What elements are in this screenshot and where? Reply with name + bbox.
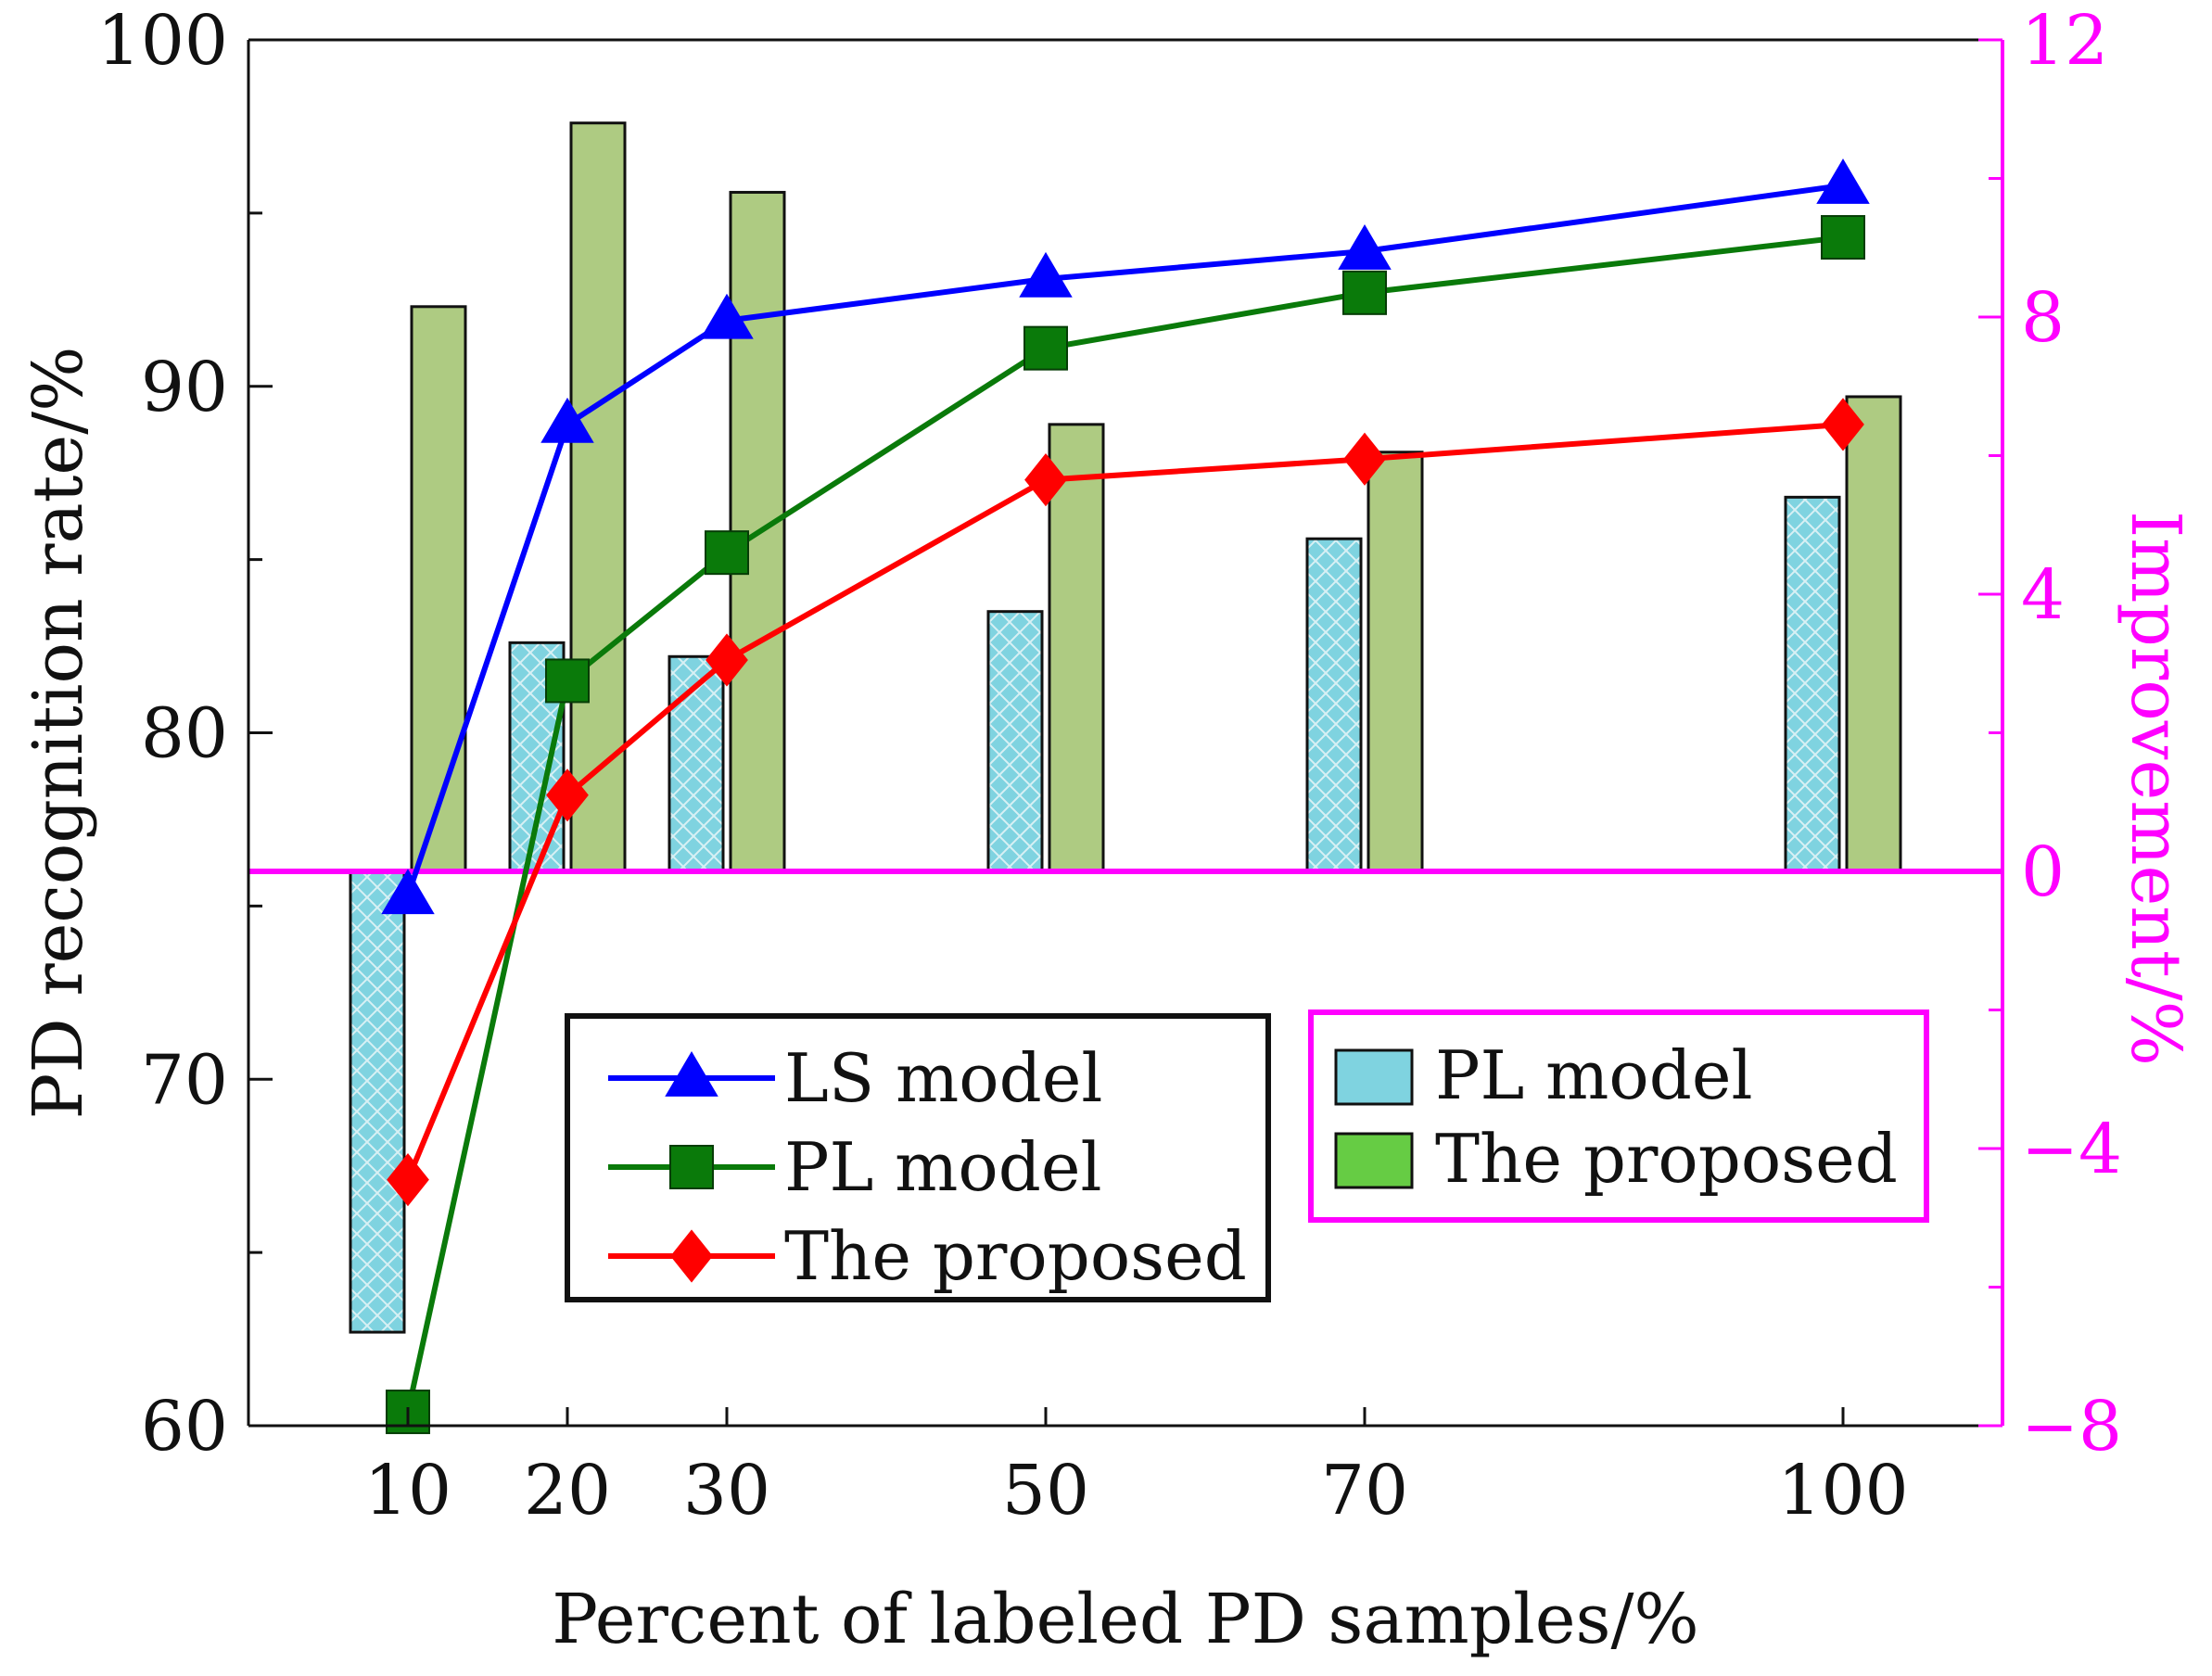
line-group — [381, 159, 1870, 1435]
point-ls-model-x50 — [1019, 251, 1073, 298]
y-axis-left-title: PD recognition rate/% — [19, 347, 98, 1120]
legend-marker-the-proposed — [670, 1229, 713, 1283]
legend-label-ls-model: LS model — [784, 1039, 1102, 1117]
series-line-ls-model — [405, 183, 1844, 897]
x-tick-label: 30 — [683, 1451, 770, 1530]
right-tick-label: −8 — [2021, 1387, 2122, 1466]
bar-pl-model-x10 — [349, 870, 406, 1334]
x-tick-label: 100 — [1777, 1451, 1908, 1530]
legend-bar-label-pl-model: PL model — [1435, 1036, 1753, 1114]
point-the-proposed-x100 — [1822, 398, 1864, 451]
point-pl-model-x20 — [545, 658, 590, 704]
point-pl-model-x100 — [1821, 215, 1865, 260]
series-line-pl-model — [405, 235, 1844, 1413]
left-tick-label: 100 — [97, 1, 228, 81]
bar-the-proposed-x20 — [569, 121, 627, 873]
bar-the-proposed-x50 — [1048, 423, 1105, 873]
right-tick-label: 4 — [2021, 555, 2065, 635]
x-axis-title: Percent of labeled PD samples/% — [552, 1580, 1699, 1659]
point-ls-model-x70 — [1338, 224, 1392, 270]
legend-marker-ls-model — [665, 1051, 718, 1097]
legend-swatch-pl-model — [1334, 1048, 1414, 1106]
series-line-the-proposed — [405, 421, 1844, 1181]
point-the-proposed-x30 — [706, 633, 748, 687]
point-ls-model-x100 — [1816, 159, 1870, 204]
right-tick-label: 0 — [2021, 832, 2065, 912]
legend-label-the-proposed: The proposed — [784, 1217, 1247, 1295]
point-pl-model-x50 — [1023, 325, 1068, 371]
point-ls-model-x10 — [381, 869, 435, 915]
left-tick-label: 60 — [141, 1387, 228, 1466]
x-tick-label: 20 — [524, 1451, 611, 1530]
legend-bar-label-the-proposed: The proposed — [1435, 1120, 1898, 1198]
point-the-proposed-x20 — [546, 768, 589, 822]
point-the-proposed-x50 — [1024, 453, 1067, 507]
bar-legend-box — [1308, 1009, 1929, 1223]
left-tick-label: 70 — [141, 1040, 228, 1120]
bar-group — [349, 121, 1902, 1334]
y-axis-right-title: Improvement/% — [2116, 511, 2195, 1066]
point-ls-model-x20 — [540, 397, 594, 443]
point-the-proposed-x10 — [387, 1153, 429, 1207]
right-tick-label: 8 — [2021, 278, 2065, 358]
bar-the-proposed-x70 — [1367, 451, 1424, 873]
bar-pl-model-x50 — [986, 610, 1044, 873]
left-tick-label: 80 — [141, 694, 228, 774]
point-the-proposed-x70 — [1343, 432, 1386, 486]
legend-swatch-the-proposed — [1334, 1132, 1414, 1189]
x-tick-label: 50 — [1002, 1451, 1089, 1530]
legend-label-pl-model: PL model — [784, 1128, 1102, 1206]
x-tick-label: 70 — [1321, 1451, 1408, 1530]
x-tick-label: 10 — [364, 1451, 451, 1530]
axes: 60 70 80 90 100 −8 −4 0 4 8 12 10 20 30 50 70 100 Percent… — [19, 1, 2195, 1659]
left-tick-label: 90 — [141, 348, 228, 427]
legend-marker-pl-model — [669, 1145, 714, 1189]
bar-pl-model-x70 — [1305, 537, 1363, 873]
point-ls-model-x30 — [700, 293, 754, 339]
bar-the-proposed-x10 — [410, 305, 467, 873]
right-tick-label: 12 — [2021, 1, 2108, 81]
right-tick-label: −4 — [2021, 1110, 2122, 1189]
point-pl-model-x30 — [705, 530, 749, 576]
point-pl-model-x70 — [1342, 270, 1387, 315]
bar-the-proposed-x100 — [1845, 395, 1902, 873]
bar-pl-model-x100 — [1784, 495, 1841, 873]
